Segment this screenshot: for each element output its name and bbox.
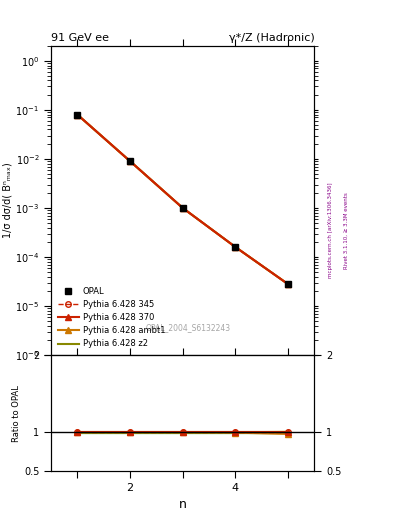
Text: Rivet 3.1.10, ≥ 3.3M events: Rivet 3.1.10, ≥ 3.3M events: [344, 192, 349, 269]
Legend: OPAL, Pythia 6.428 345, Pythia 6.428 370, Pythia 6.428 ambt1, Pythia 6.428 z2: OPAL, Pythia 6.428 345, Pythia 6.428 370…: [55, 284, 168, 351]
X-axis label: n: n: [179, 498, 187, 511]
Text: γ*/Z (Hadronic): γ*/Z (Hadronic): [229, 33, 314, 44]
Text: mcplots.cern.ch [arXiv:1306.3436]: mcplots.cern.ch [arXiv:1306.3436]: [328, 183, 333, 278]
Y-axis label: 1/σ dσ/d( Bⁿₘₐₓ): 1/σ dσ/d( Bⁿₘₐₓ): [2, 163, 12, 239]
Text: 91 GeV ee: 91 GeV ee: [51, 33, 109, 44]
Text: OPAL_2004_S6132243: OPAL_2004_S6132243: [145, 323, 231, 332]
Y-axis label: Ratio to OPAL: Ratio to OPAL: [12, 385, 21, 441]
